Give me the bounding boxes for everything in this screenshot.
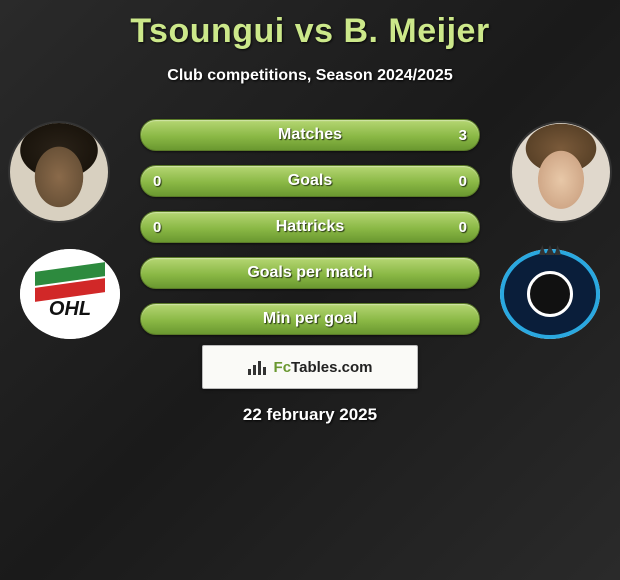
stat-left-value: 0 [153,219,161,236]
player-face-left [10,123,108,221]
ohl-badge: OHL [20,249,120,339]
player-avatar-left [8,121,110,223]
stat-row-matches: Matches 3 [140,119,480,151]
badge-prefix: Fc [274,359,292,376]
stat-row-goals: 0 Goals 0 [140,165,480,197]
player-avatar-right [510,121,612,223]
club-logo-right [500,249,600,339]
club-logo-left: OHL [20,249,120,339]
stat-row-min-per-goal: Min per goal [140,303,480,335]
player-face-right [512,123,610,221]
stat-label: Goals [288,172,332,190]
competition-subtitle: Club competitions, Season 2024/2025 [0,67,620,85]
stat-label: Hattricks [276,218,344,236]
brugge-ring [500,249,600,339]
ohl-text: OHL [49,298,91,321]
bar-chart-icon [248,359,268,375]
badge-text: FcTables.com [274,359,373,376]
badge-suffix: Tables.com [291,359,372,376]
comparison-title: Tsoungui vs B. Meijer [0,0,620,51]
comparison-date: 22 february 2025 [0,405,620,425]
stat-label: Matches [278,126,342,144]
stat-left-value: 0 [153,173,161,190]
stats-list: Matches 3 0 Goals 0 0 Hattricks 0 Goals … [140,119,480,349]
brugge-inner [527,271,573,317]
stat-row-hattricks: 0 Hattricks 0 [140,211,480,243]
fctables-badge[interactable]: FcTables.com [202,345,418,389]
stat-right-value: 0 [459,173,467,190]
stat-label: Goals per match [247,264,372,282]
crown-icon [539,245,561,255]
stat-row-goals-per-match: Goals per match [140,257,480,289]
stat-label: Min per goal [263,310,357,328]
stat-right-value: 0 [459,219,467,236]
comparison-content: OHL Matches 3 0 Goals 0 0 Hattricks 0 Go… [0,115,620,455]
stat-right-value: 3 [459,127,467,144]
